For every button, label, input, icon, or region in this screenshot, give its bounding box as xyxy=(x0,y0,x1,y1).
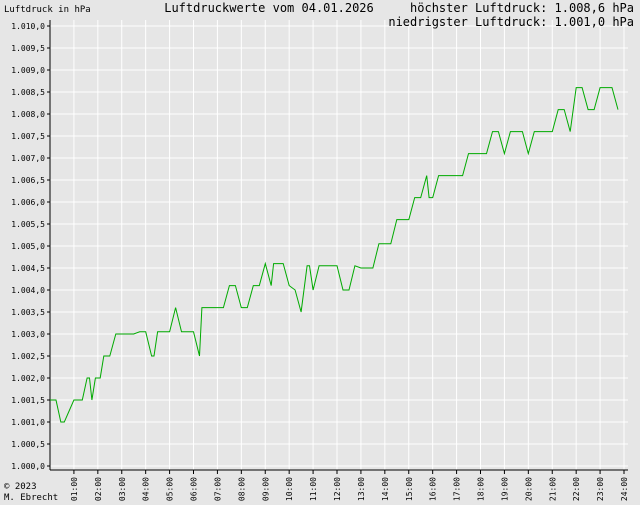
y-axis-ticks: 1.000,0 1.000,5 1.001,0 1.001,5 1.002,0 1.002… xyxy=(11,22,50,471)
y-tick-label: 1.003,5 xyxy=(11,308,45,317)
copyright-text: © 2023 xyxy=(4,482,37,492)
x-tick-label: 19:00 xyxy=(500,477,509,501)
pressure-line xyxy=(50,87,619,423)
y-tick-label: 1.004,0 xyxy=(11,286,45,295)
chart-title: Luftdruckwerte vom 04.01.2026 xyxy=(164,1,374,15)
x-axis-ticks: 01:00 02:00 03:00 04:00 05:00 06:00 07:00 08:00… xyxy=(70,470,629,501)
y-tick-label: 1.000,5 xyxy=(11,440,45,449)
y-tick-label: 1.006,0 xyxy=(11,198,45,207)
x-tick-label: 14:00 xyxy=(381,477,390,501)
x-tick-label: 10:00 xyxy=(285,477,294,501)
y-tick-label: 1.000,0 xyxy=(11,462,45,471)
x-tick-label: 23:00 xyxy=(596,477,605,501)
series-group xyxy=(50,87,619,423)
y-tick-label: 1.002,5 xyxy=(11,352,45,361)
y-tick-label: 1.005,0 xyxy=(11,242,45,251)
grid xyxy=(50,20,628,470)
y-tick-label: 1.008,0 xyxy=(11,110,45,119)
y-tick-label: 1.009,0 xyxy=(11,66,45,75)
x-tick-label: 18:00 xyxy=(477,477,486,501)
y-tick-label: 1.010,0 xyxy=(11,22,45,31)
x-tick-label: 16:00 xyxy=(429,477,438,501)
x-tick-label: 07:00 xyxy=(213,477,222,501)
y-tick-label: 1.003,0 xyxy=(11,330,45,339)
y-tick-label: 1.001,0 xyxy=(11,418,45,427)
y-tick-label: 1.009,5 xyxy=(11,44,45,53)
x-tick-label: 03:00 xyxy=(118,477,127,501)
x-tick-label: 17:00 xyxy=(453,477,462,501)
x-tick-label: 24:00 xyxy=(620,477,629,501)
x-tick-label: 02:00 xyxy=(94,477,103,501)
x-tick-label: 22:00 xyxy=(572,477,581,501)
x-tick-label: 21:00 xyxy=(548,477,557,501)
y-tick-label: 1.007,5 xyxy=(11,132,45,141)
min-pressure-label: niedrigster Luftdruck: 1.001,0 hPa xyxy=(388,15,634,29)
author-text: M. Ebrecht xyxy=(4,493,58,503)
y-tick-label: 1.005,5 xyxy=(11,220,45,229)
x-tick-label: 13:00 xyxy=(357,477,366,501)
x-tick-label: 15:00 xyxy=(405,477,414,501)
y-tick-label: 1.001,5 xyxy=(11,396,45,405)
x-tick-label: 12:00 xyxy=(333,477,342,501)
y-tick-label: 1.008,5 xyxy=(11,88,45,97)
y-axis-title: Luftdruck in hPa xyxy=(4,5,91,15)
x-tick-label: 09:00 xyxy=(261,477,270,501)
y-tick-label: 1.002,0 xyxy=(11,374,45,383)
x-tick-label: 01:00 xyxy=(70,477,79,501)
x-tick-label: 04:00 xyxy=(142,477,151,501)
x-tick-label: 20:00 xyxy=(524,477,533,501)
x-tick-label: 06:00 xyxy=(190,477,199,501)
x-tick-label: 05:00 xyxy=(166,477,175,501)
y-tick-label: 1.007,0 xyxy=(11,154,45,163)
y-tick-label: 1.006,5 xyxy=(11,176,45,185)
max-pressure-label: höchster Luftdruck: 1.008,6 hPa xyxy=(410,1,634,15)
y-tick-label: 1.004,5 xyxy=(11,264,45,273)
x-tick-label: 08:00 xyxy=(237,477,246,501)
x-tick-label: 11:00 xyxy=(309,477,318,501)
